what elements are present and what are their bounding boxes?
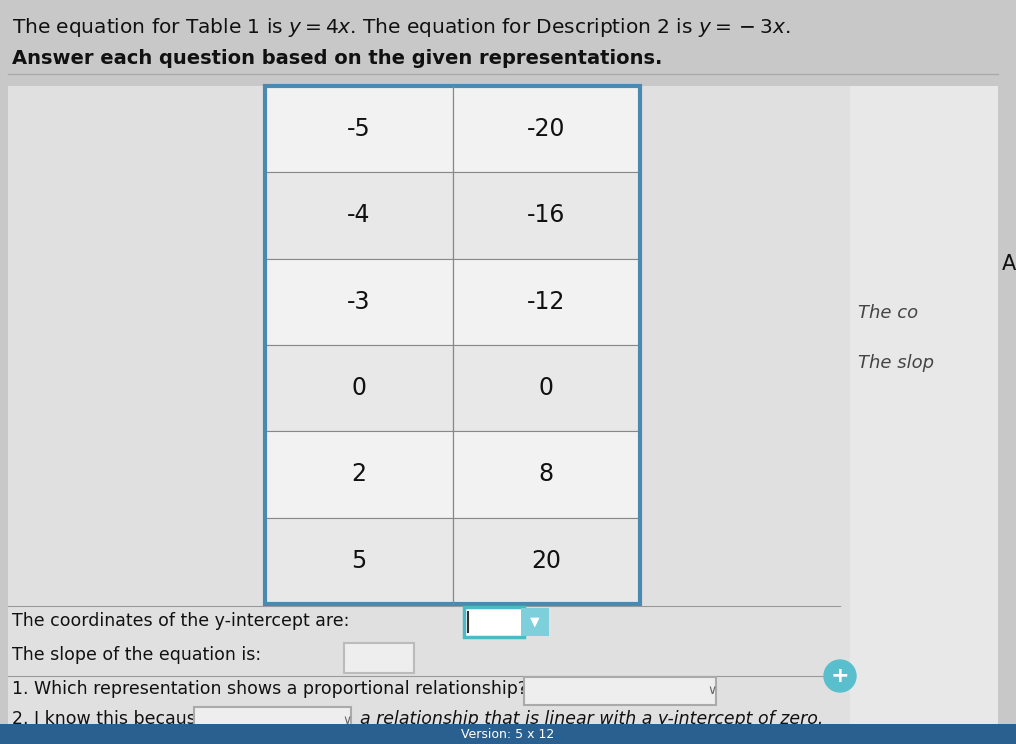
FancyBboxPatch shape (265, 345, 452, 432)
Text: 20: 20 (531, 549, 561, 573)
Text: The slop: The slop (858, 354, 934, 372)
FancyBboxPatch shape (452, 345, 640, 432)
FancyBboxPatch shape (452, 432, 640, 518)
FancyBboxPatch shape (265, 518, 452, 604)
Text: -5: -5 (346, 117, 371, 141)
Text: ∨: ∨ (342, 714, 352, 728)
FancyBboxPatch shape (194, 707, 351, 735)
FancyBboxPatch shape (8, 86, 998, 736)
FancyBboxPatch shape (452, 518, 640, 604)
Text: The equation for Table 1 is $y=4x$. The equation for Description 2 is $y=-3x$.: The equation for Table 1 is $y=4x$. The … (12, 16, 790, 39)
FancyBboxPatch shape (452, 173, 640, 259)
Text: Version: 5 x 12: Version: 5 x 12 (461, 728, 555, 740)
Text: The coordinates of the y-intercept are:: The coordinates of the y-intercept are: (12, 612, 350, 630)
Text: a relationship that is linear with a y-intercept of zero.: a relationship that is linear with a y-i… (360, 710, 823, 728)
FancyBboxPatch shape (452, 86, 640, 173)
Text: 1. Which representation shows a proportional relationship?: 1. Which representation shows a proporti… (12, 680, 527, 698)
Text: -4: -4 (347, 204, 371, 228)
Text: A: A (1002, 254, 1016, 274)
FancyBboxPatch shape (265, 173, 452, 259)
FancyBboxPatch shape (265, 86, 452, 173)
Text: 5: 5 (352, 549, 367, 573)
FancyBboxPatch shape (521, 608, 549, 636)
Circle shape (824, 660, 856, 692)
FancyBboxPatch shape (265, 259, 452, 345)
Text: 0: 0 (352, 376, 366, 400)
Text: +: + (831, 666, 849, 686)
FancyBboxPatch shape (452, 259, 640, 345)
Text: 8: 8 (538, 463, 554, 487)
Text: Answer each question based on the given representations.: Answer each question based on the given … (12, 49, 662, 68)
Text: -12: -12 (527, 290, 566, 314)
Text: -20: -20 (527, 117, 566, 141)
Text: ∨: ∨ (707, 684, 716, 698)
Text: -16: -16 (527, 204, 566, 228)
FancyBboxPatch shape (464, 607, 524, 637)
Text: 2. I know this because: 2. I know this because (12, 710, 206, 728)
FancyBboxPatch shape (0, 724, 1016, 744)
Text: -3: -3 (347, 290, 371, 314)
FancyBboxPatch shape (265, 432, 452, 518)
FancyBboxPatch shape (344, 643, 414, 673)
Text: The co: The co (858, 304, 918, 322)
FancyBboxPatch shape (524, 677, 716, 705)
Text: ▼: ▼ (530, 615, 539, 629)
Text: 2: 2 (352, 463, 366, 487)
FancyBboxPatch shape (850, 86, 998, 736)
Text: The slope of the equation is:: The slope of the equation is: (12, 646, 261, 664)
Text: 0: 0 (538, 376, 554, 400)
